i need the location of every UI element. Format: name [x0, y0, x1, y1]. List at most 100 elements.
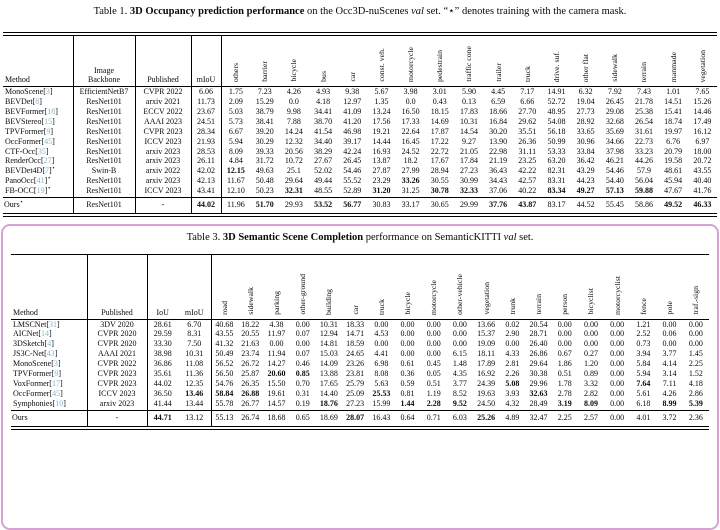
- class-score-cell: 16.84: [489, 116, 508, 126]
- class-score-cell: 11.94: [267, 349, 286, 359]
- class-score-cell: 20.72: [693, 156, 712, 166]
- published-cell: AAAI 2023: [135, 117, 192, 127]
- cite-close-bracket: ]: [57, 359, 61, 369]
- class-score-cell: 0.00: [688, 329, 703, 339]
- class-score-cell: 9.98: [286, 106, 301, 116]
- table-row: FB-OCC[19]⋆ ResNet101 ICCV 2023 43.41 12.10 5…: [3, 186, 717, 198]
- method-cell: JS3C-Net[43]: [11, 349, 88, 360]
- class-score-cell: 0.02: [505, 319, 520, 329]
- table-row: CTF-Occ[35] ResNet101 arxiv 2023 28.53 8.09 3…: [3, 147, 717, 157]
- cite-close-bracket: ]: [52, 116, 55, 126]
- table-row: TPVFormer[9] ResNet101 CVPR 2023 28.34 6.67 3…: [3, 127, 717, 137]
- class-score-cell: 38.79: [255, 106, 274, 116]
- class-score-cell: 15.37: [477, 329, 496, 339]
- class-score-cell: 48.61: [664, 166, 683, 176]
- backbone-cell: ResNet101: [73, 157, 136, 167]
- cite-open-bracket: [: [33, 176, 37, 186]
- class-score-cell: 25.79: [346, 379, 365, 389]
- class-score-cell: 6.59: [491, 96, 506, 106]
- class-score-cell: 1.19: [426, 389, 441, 399]
- class-column-label: terrain: [639, 61, 649, 82]
- class-score-cell: 11.97: [267, 329, 286, 339]
- citation-number: 35: [37, 146, 46, 156]
- class-score-cell: 1.01: [666, 86, 681, 96]
- iou-cell: 29.59: [153, 329, 172, 339]
- class-score-cell: 52.02: [314, 166, 333, 176]
- header-row: Method Image Backbone Published mIoU others b…: [3, 36, 717, 87]
- method-name: TPVFormer: [5, 126, 44, 136]
- class-score-cell: 58.86: [629, 196, 659, 213]
- class-score-cell: 30.55: [430, 176, 449, 186]
- class-score-cell: 14.91: [547, 86, 566, 96]
- column-header: Method: [3, 36, 74, 87]
- cite-open-bracket: [: [44, 339, 48, 349]
- cite-open-bracket: [: [52, 399, 56, 409]
- class-score-cell: 4.38: [269, 319, 284, 329]
- class-score-cell: 19.04: [576, 96, 595, 106]
- class-score-cell: 40.40: [693, 176, 712, 186]
- class-score-cell: 0.31: [295, 389, 310, 399]
- class-score-cell: 7.17: [520, 86, 535, 96]
- table3-panel: Table 3. 3D Semantic Scene Completion pe…: [1, 223, 719, 530]
- class-score-cell: 0.70: [295, 379, 310, 389]
- paper-page: Table 1. 3D Occupancy prediction perform…: [0, 5, 720, 530]
- cite-open-bracket: [: [49, 379, 52, 389]
- class-score-cell: 4.93: [316, 86, 331, 96]
- occupancy-table: Method Image Backbone Published mIoU others b…: [3, 36, 717, 213]
- class-score-cell: 0.06: [662, 329, 677, 339]
- class-score-cell: 2.36: [682, 409, 709, 426]
- class-score-cell: 25.87: [241, 369, 260, 379]
- class-score-cell: 10.31: [459, 116, 478, 126]
- class-score-cell: 58.84: [215, 389, 234, 399]
- class-score-cell: 6.18: [636, 399, 651, 409]
- table-row: MonoScene[3] EfficientNetB7 CVPR 2022 6.06 1…: [3, 86, 717, 97]
- class-score-cell: 22.64: [401, 126, 420, 136]
- class-score-cell: 26.45: [343, 156, 362, 166]
- class-score-cell: 2.86: [688, 389, 703, 399]
- cite-open-bracket: [: [32, 96, 36, 106]
- class-score-cell: 28.94: [430, 166, 449, 176]
- citation-number: 10: [55, 399, 64, 409]
- method-cell: BEVStereo[15]: [3, 116, 74, 127]
- class-column-label: bicycle: [289, 59, 299, 82]
- iou-cell: 44.02: [153, 379, 172, 389]
- class-score-cell: 0.64: [394, 409, 421, 426]
- class-score-cell: 49.44: [314, 176, 333, 186]
- citation-number: 43: [46, 349, 55, 359]
- class-score-cell: 2.26: [505, 369, 520, 379]
- class-score-cell: 1.21: [636, 319, 651, 329]
- class-score-cell: 53.52: [308, 196, 338, 213]
- method-cell: VoxFormer[17]: [11, 379, 88, 390]
- camera-mask-star: ⋆: [51, 165, 56, 172]
- class-score-cell: 33.17: [396, 196, 426, 213]
- method-name: Ours: [4, 199, 20, 209]
- class-score-cell: 6.67: [228, 126, 243, 136]
- table-row: Symphonies[10] arxiv 2023 41.44 13.44 55.78 2…: [11, 399, 709, 411]
- class-score-cell: 30.83: [366, 196, 397, 213]
- class-score-cell: 18.2: [403, 156, 418, 166]
- class-column-header: motorcycle: [396, 36, 426, 87]
- citation-number: 7: [45, 166, 49, 176]
- published-cell: arxiv 2021: [135, 97, 192, 107]
- class-score-cell: 0.61: [400, 359, 415, 369]
- class-score-cell: 6.03: [446, 409, 474, 426]
- class-score-cell: 5.94: [636, 369, 651, 379]
- table-row: Ours -44.71 13.12 55.13 26.74 18.68 0.65 18.69 2…: [11, 409, 709, 426]
- class-score-cell: 33.65: [576, 126, 595, 136]
- table1-caption-val: val: [411, 6, 424, 17]
- miou-cell: 28.34: [191, 127, 222, 137]
- miou-cell: 6.06: [191, 86, 222, 97]
- backbone-cell: Swin-B: [73, 167, 136, 177]
- class-score-cell: 0.00: [295, 339, 310, 349]
- cite-open-bracket: [: [44, 106, 48, 116]
- class-score-cell: 0.00: [426, 329, 441, 339]
- class-score-cell: 56.77: [337, 196, 367, 213]
- class-score-cell: 8.09: [228, 146, 243, 156]
- class-score-cell: 7.65: [695, 86, 710, 96]
- class-column-label: trailer: [493, 63, 503, 82]
- class-score-cell: 23.25: [518, 156, 537, 166]
- class-score-cell: 0.00: [557, 329, 572, 339]
- class-score-cell: 18.15: [430, 106, 449, 116]
- miou-cell: 42.02: [191, 167, 222, 177]
- cite-close-bracket: ]: [63, 399, 66, 409]
